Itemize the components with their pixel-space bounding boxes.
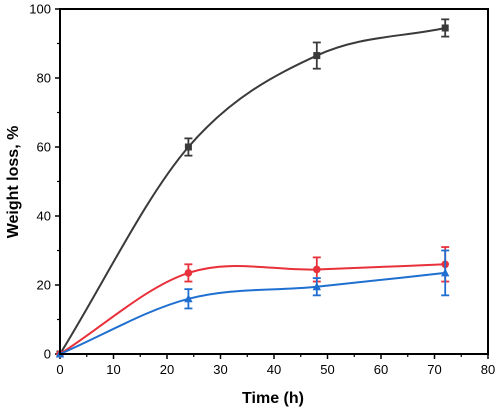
x-tick-label: 40 xyxy=(267,362,281,377)
series-1 xyxy=(56,18,450,358)
series-3 xyxy=(55,249,450,358)
series-2 xyxy=(56,246,450,358)
x-tick-label: 50 xyxy=(320,362,334,377)
y-tick-label: 80 xyxy=(37,71,51,86)
y-tick-label: 0 xyxy=(44,347,51,362)
data-point xyxy=(441,24,449,32)
x-axis-title: Time (h) xyxy=(242,390,304,407)
series-line xyxy=(59,271,446,355)
data-point xyxy=(184,269,193,277)
x-tick-label: 70 xyxy=(427,362,441,377)
x-tick-label: 20 xyxy=(160,362,174,377)
data-point xyxy=(184,143,192,151)
x-tick-label: 80 xyxy=(481,362,495,377)
data-point xyxy=(312,282,321,291)
data-point xyxy=(313,265,321,274)
data-point xyxy=(184,294,193,303)
x-tick-label: 30 xyxy=(213,362,227,377)
series-line xyxy=(59,263,446,355)
series-line xyxy=(59,26,446,355)
y-axis-title: Weight loss, % xyxy=(5,126,22,239)
y-tick-label: 20 xyxy=(37,278,51,293)
y-tick-label: 40 xyxy=(37,209,51,224)
ticks-layer: 0 10 20 30 40 50 60 70 80 0 20 40 60 80 100 xyxy=(29,2,495,378)
y-tick-label: 60 xyxy=(37,140,51,155)
data-point xyxy=(441,268,450,277)
x-tick-label: 60 xyxy=(374,362,388,377)
series-layer xyxy=(55,18,450,358)
x-tick-label: 10 xyxy=(106,362,120,377)
data-point xyxy=(313,52,321,60)
y-tick-label: 100 xyxy=(29,2,51,17)
plot-frame xyxy=(59,8,489,355)
x-tick-label: 0 xyxy=(56,362,63,377)
